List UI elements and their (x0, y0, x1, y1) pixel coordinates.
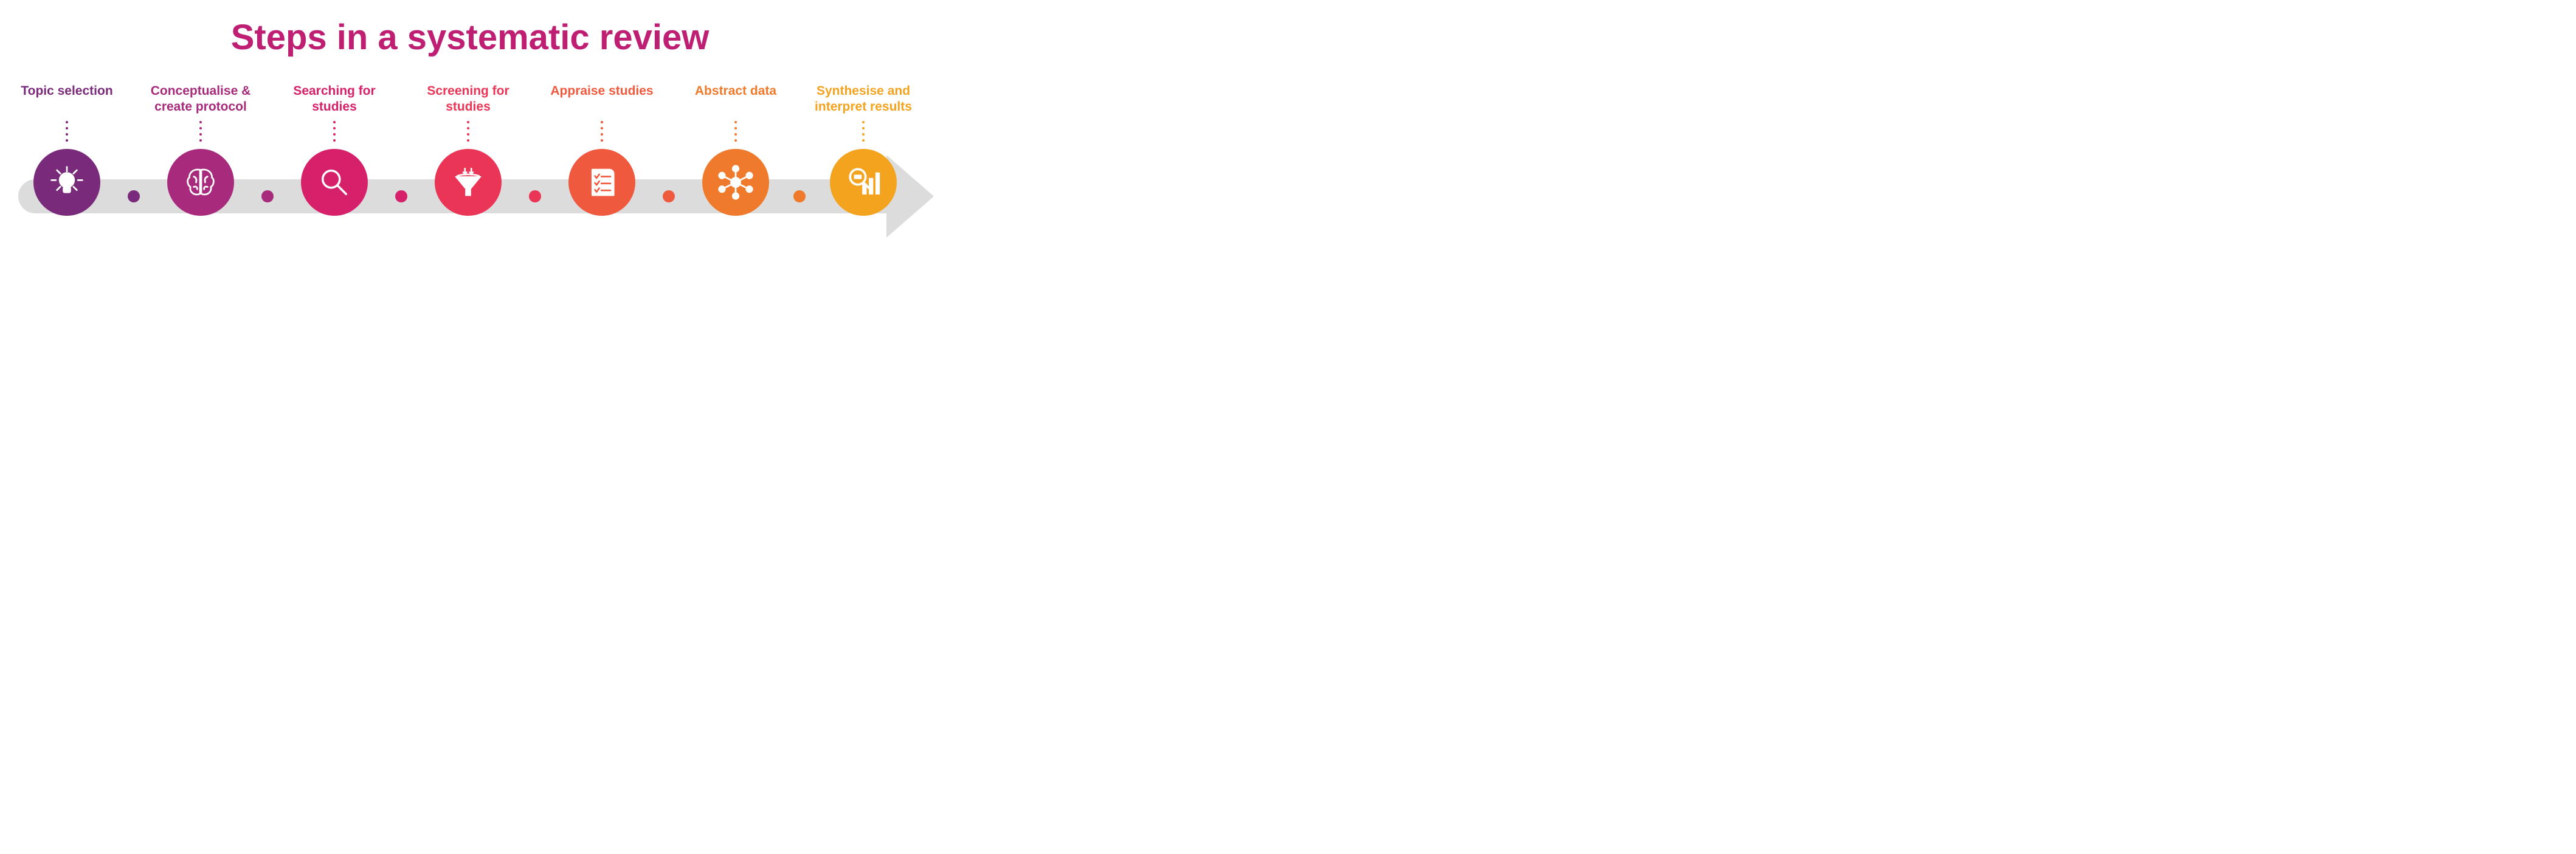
step-label: Synthesise and interpret results (803, 83, 924, 116)
connector-dots (274, 121, 395, 142)
checklist-icon (568, 149, 635, 216)
magnifier-icon (301, 149, 368, 216)
joiner-dot (529, 190, 541, 202)
network-icon (702, 149, 769, 216)
step-3: Searching for studies (274, 83, 395, 216)
step-2: Conceptualise & create protocol (140, 83, 261, 216)
connector-dots (140, 121, 261, 142)
funnel-icon (435, 149, 502, 216)
joiner-dot (395, 190, 407, 202)
joiner-dot (793, 190, 806, 202)
joiner-dot (261, 190, 274, 202)
joiner-dot (128, 190, 140, 202)
lightbulb-icon (33, 149, 100, 216)
flow-stage: Topic selection Conceptualise & create p… (0, 83, 940, 266)
step-7: Synthesise and interpret results (803, 83, 924, 216)
step-label: Abstract data (675, 83, 796, 116)
connector-dots (541, 121, 663, 142)
connector-dots (675, 121, 796, 142)
step-label: Topic selection (6, 83, 128, 116)
step-label: Appraise studies (541, 83, 663, 116)
page-title: Steps in a systematic review (0, 0, 940, 58)
step-label: Conceptualise & create protocol (140, 83, 261, 116)
magnify-chart-icon (830, 149, 897, 216)
connector-dots (407, 121, 529, 142)
step-4: Screening for studies (407, 83, 529, 216)
connector-dots (6, 121, 128, 142)
step-5: Appraise studies (541, 83, 663, 216)
step-6: Abstract data (675, 83, 796, 216)
step-1: Topic selection (6, 83, 128, 216)
connector-dots (803, 121, 924, 142)
joiner-dot (663, 190, 675, 202)
step-label: Screening for studies (407, 83, 529, 116)
brain-icon (167, 149, 234, 216)
step-label: Searching for studies (274, 83, 395, 116)
